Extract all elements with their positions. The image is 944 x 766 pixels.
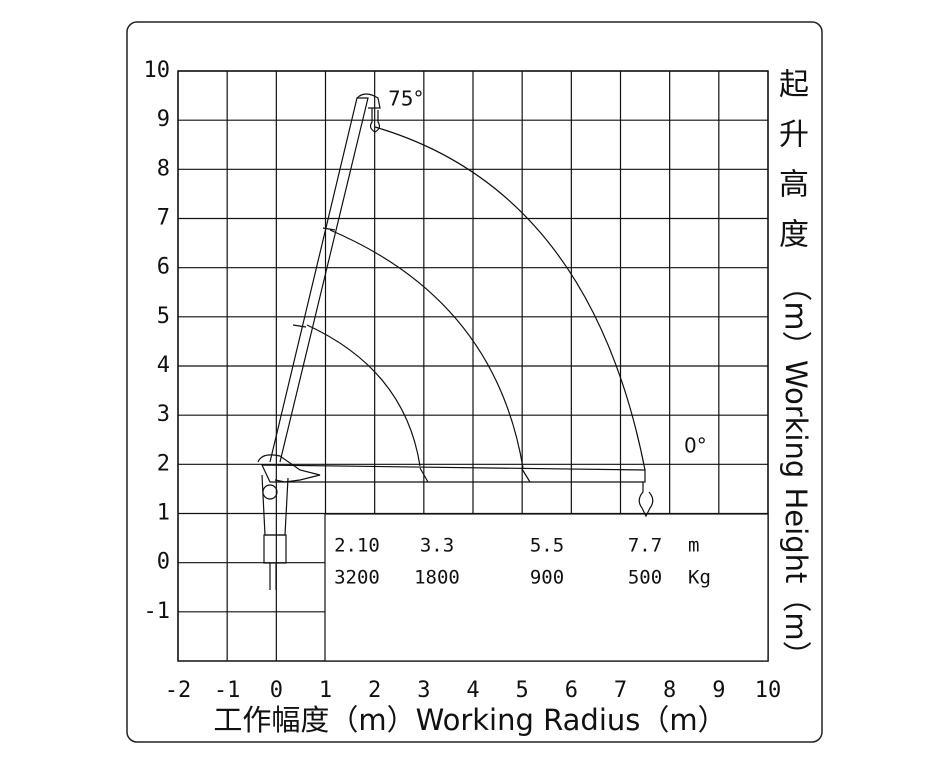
y-axis-title-part: 高 [779, 168, 809, 203]
y-tick-label: 7 [157, 206, 170, 231]
radius-label: 3.3 [420, 535, 454, 557]
y-tick-label: 0 [157, 550, 170, 575]
y-axis-title-part: 度 [779, 218, 809, 253]
radius-label: 7.7 [628, 535, 662, 557]
load-label: 1800 [414, 567, 460, 589]
y-axis-title-part: 升 [779, 118, 809, 153]
y-axis-title-part: （m） [778, 271, 813, 360]
y-tick-label: 10 [144, 58, 171, 83]
y-axis-title-part: 起 [779, 68, 809, 103]
y-tick-label: 8 [157, 156, 170, 181]
x-tick-label: 1 [319, 678, 332, 703]
radius-label: 5.5 [530, 535, 564, 557]
y-tick-label: 1 [157, 501, 170, 526]
x-tick-label: 3 [417, 678, 430, 703]
x-tick-label: 10 [755, 678, 782, 703]
x-tick-label: -1 [214, 678, 241, 703]
y-tick-label: 5 [157, 304, 170, 329]
x-tick-label: 4 [466, 678, 479, 703]
radius-label: 2.10 [334, 535, 380, 557]
y-tick-label: -1 [144, 599, 171, 624]
unit-label: Kg [688, 567, 711, 589]
x-tick-label: 6 [565, 678, 578, 703]
y-tick-label: 6 [157, 255, 170, 280]
unit-label: m [688, 535, 699, 557]
load-label: 500 [628, 567, 662, 589]
load-table [324, 513, 769, 662]
x-tick-label: 8 [663, 678, 676, 703]
x-axis-title: 工作幅度（m）Working Radius（m） [213, 703, 726, 737]
x-tick-label: 2 [368, 678, 381, 703]
x-tick-label: 0 [270, 678, 283, 703]
angle-label: 75° [388, 87, 423, 111]
angle-label: 0° [684, 434, 707, 458]
y-tick-label: 2 [157, 451, 170, 476]
load-label: 3200 [334, 567, 380, 589]
x-tick-label: 7 [614, 678, 627, 703]
y-axis-title-en: Working Height（m） [779, 360, 813, 670]
x-tick-label: 9 [712, 678, 725, 703]
load-label: 900 [530, 567, 564, 589]
crane [257, 93, 654, 590]
y-tick-label: 3 [157, 402, 170, 427]
y-tick-label: 4 [157, 353, 170, 378]
x-tick-label: -2 [165, 678, 192, 703]
x-tick-label: 5 [516, 678, 529, 703]
y-tick-label: 9 [157, 107, 170, 132]
